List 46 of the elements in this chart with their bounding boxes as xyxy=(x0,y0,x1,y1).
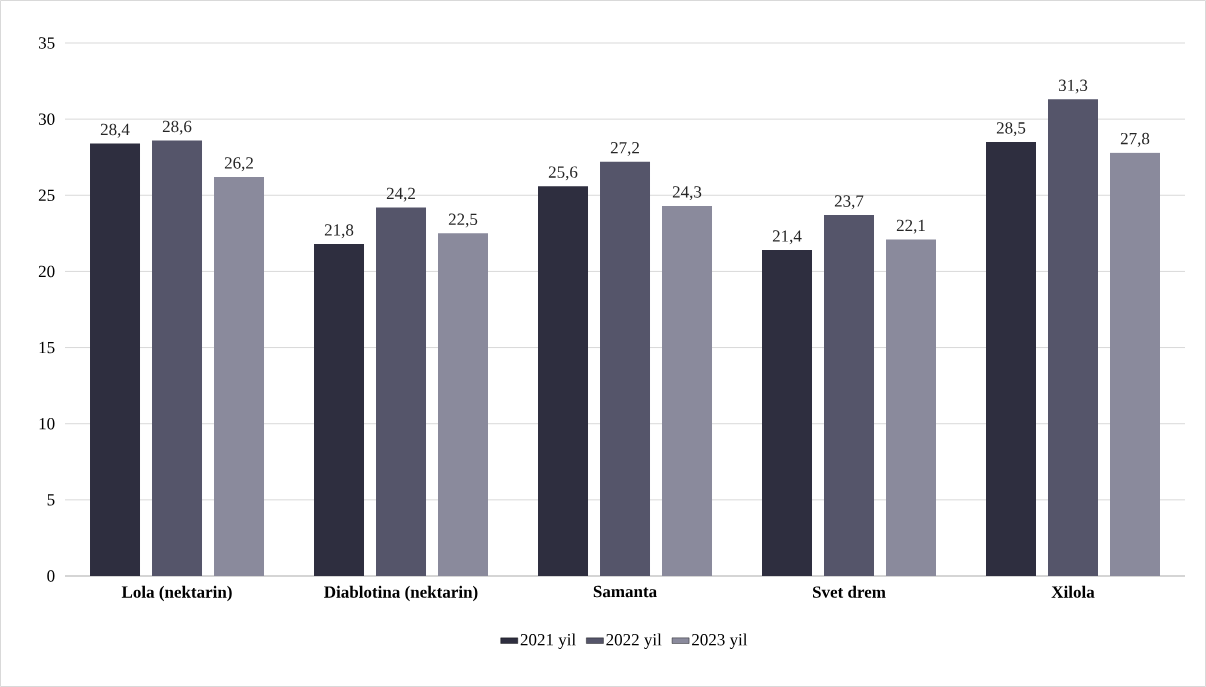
legend-label: 2022 yil xyxy=(606,633,662,649)
y-tick-label: 0 xyxy=(47,570,55,582)
y-tick-label: 5 xyxy=(47,494,55,506)
x-tick-label: Diablotina (nektarin) xyxy=(324,585,478,602)
y-tick-label: 25 xyxy=(38,189,55,201)
bar xyxy=(886,239,936,576)
x-tick-label: Xilola xyxy=(1051,585,1095,598)
bar xyxy=(1110,152,1160,576)
bar xyxy=(214,177,265,576)
data-label: 26,2 xyxy=(224,157,253,172)
legend-label: 2023 yil xyxy=(692,633,748,649)
x-tick-label: Samanta xyxy=(593,585,657,598)
bar xyxy=(824,215,874,576)
bar xyxy=(1048,99,1098,576)
x-tick-label: Svet drem xyxy=(813,585,886,598)
x-tick-label: Lola (nektarin) xyxy=(121,585,232,602)
data-label: 22,5 xyxy=(448,213,478,228)
legend-label: 2021 yil xyxy=(520,633,576,649)
data-label: 23,7 xyxy=(834,195,864,210)
data-label: 24,2 xyxy=(386,187,415,202)
y-tick-label: 15 xyxy=(39,341,55,354)
data-label: 24,3 xyxy=(672,186,702,201)
bar xyxy=(314,244,365,576)
y-tick-label: 35 xyxy=(38,37,55,49)
data-label: 21,4 xyxy=(772,230,802,245)
bar xyxy=(762,250,812,576)
bar xyxy=(90,143,141,576)
data-label: 31,3 xyxy=(1058,79,1088,94)
data-label: 27,8 xyxy=(1120,132,1150,147)
data-label: 21,8 xyxy=(324,224,354,239)
data-label: 22,1 xyxy=(896,219,925,234)
bar xyxy=(438,233,489,576)
bar xyxy=(376,207,427,576)
y-tick-label: 30 xyxy=(38,113,55,125)
bar xyxy=(662,205,713,576)
data-label: 28,4 xyxy=(100,123,130,138)
data-label: 28,5 xyxy=(996,122,1026,137)
y-tick-label: 20 xyxy=(38,265,55,278)
data-label: 27,2 xyxy=(610,142,639,156)
bar xyxy=(152,140,203,576)
bar xyxy=(538,186,589,576)
data-label: 28,6 xyxy=(162,120,192,135)
bar xyxy=(600,161,651,576)
data-label: 25,6 xyxy=(548,166,578,181)
bar xyxy=(986,141,1036,576)
y-tick-label: 10 xyxy=(39,417,55,430)
